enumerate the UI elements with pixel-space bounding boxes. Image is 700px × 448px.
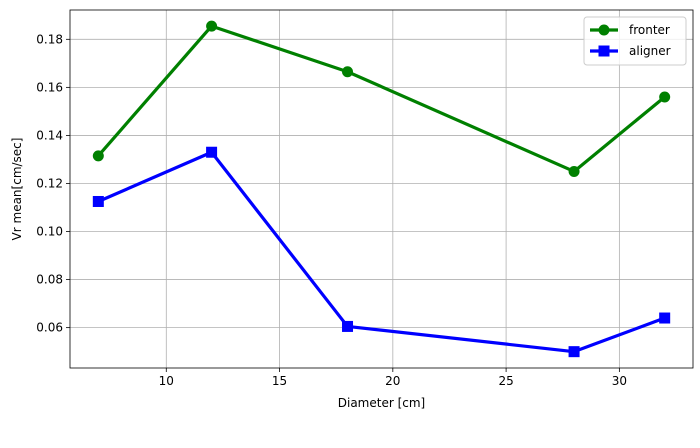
x-tick-label: 20 [385, 374, 400, 388]
data-point-aligner [659, 312, 671, 324]
data-point-aligner [342, 320, 354, 332]
y-axis-label: Vr mean[cm/sec] [10, 138, 24, 241]
legend-marker-fronter [598, 24, 610, 36]
data-point-aligner [206, 146, 218, 158]
y-tick-label: 0.08 [36, 273, 63, 287]
x-tick-label: 25 [498, 374, 513, 388]
data-point-fronter [342, 66, 354, 78]
ticks: 10 15 20 25 30 0.06 0.08 0.10 0.12 0.14 0.16 0.18 [36, 32, 627, 388]
x-tick-label: 10 [159, 374, 174, 388]
y-tick-label: 0.16 [36, 80, 63, 94]
legend-marker-aligner [598, 45, 610, 57]
y-tick-label: 0.10 [36, 225, 63, 239]
x-tick-label: 30 [612, 374, 627, 388]
data-point-aligner [92, 195, 104, 207]
legend-label-fronter: fronter [629, 23, 670, 37]
data-point-fronter [92, 150, 104, 162]
x-tick-label: 15 [272, 374, 287, 388]
series-layer [92, 20, 671, 358]
y-tick-label: 0.06 [36, 321, 63, 335]
y-tick-label: 0.12 [36, 176, 63, 190]
legend: fronter aligner [583, 16, 687, 66]
y-tick-label: 0.14 [36, 128, 63, 142]
y-tick-label: 0.18 [36, 32, 63, 46]
data-point-aligner [568, 346, 580, 358]
data-point-fronter [206, 20, 218, 32]
data-point-fronter [659, 91, 671, 103]
x-axis-label: Diameter [cm] [338, 396, 426, 410]
data-point-fronter [568, 165, 580, 177]
legend-label-aligner: aligner [629, 44, 671, 58]
plot-frame [69, 9, 694, 369]
